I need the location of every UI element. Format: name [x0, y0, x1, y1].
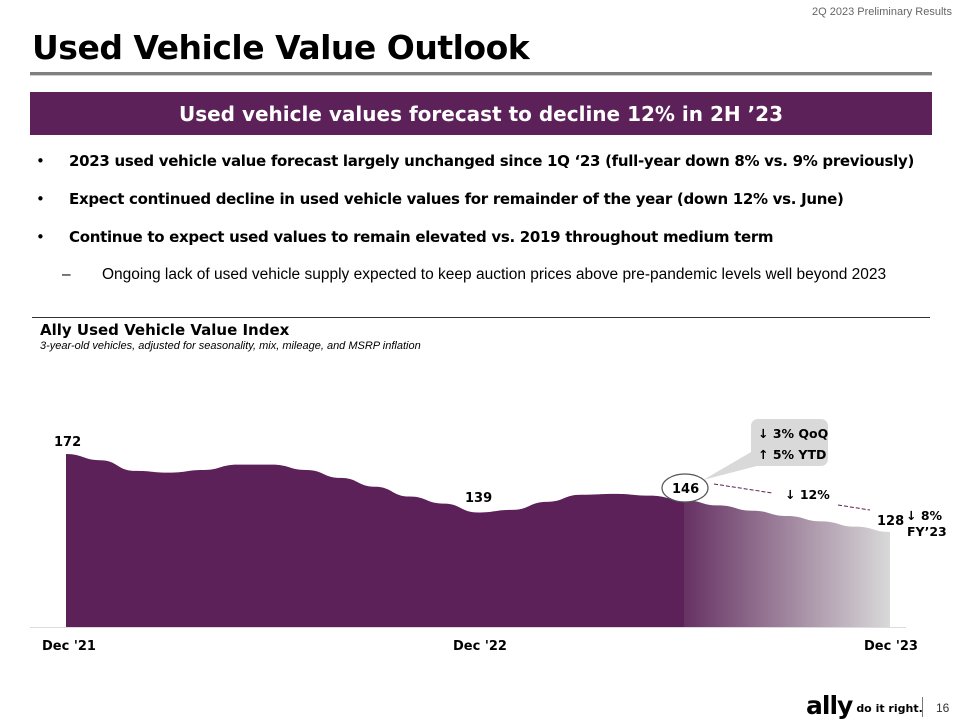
- sub-bullet-text: Ongoing lack of used vehicle supply expe…: [102, 266, 887, 283]
- page-title: Used Vehicle Value Outlook: [32, 28, 530, 67]
- chart-divider: [32, 317, 930, 318]
- x-tick-label: Dec '21: [42, 639, 96, 654]
- bullet-list: • 2023 used vehicle value forecast largel…: [36, 150, 936, 294]
- bullet-text: 2023 used vehicle value forecast largely…: [69, 152, 914, 170]
- headline-banner: Used vehicle values forecast to decline …: [30, 92, 932, 135]
- chart-subtitle: 3-year-old vehicles, adjusted for season…: [40, 340, 421, 352]
- bullet-item: • 2023 used vehicle value forecast largel…: [36, 150, 936, 188]
- forecast-series-area: [684, 500, 890, 627]
- actual-series-area: [66, 454, 684, 627]
- callout-ytd: ↑ 5% YTD: [758, 447, 826, 462]
- x-tick-label: Dec '22: [453, 639, 507, 654]
- title-divider: [30, 72, 932, 76]
- report-period-note: 2Q 2023 Preliminary Results: [811, 6, 952, 18]
- data-label-dec22: 139: [465, 491, 492, 506]
- chart-title: Ally Used Vehicle Value Index: [40, 321, 290, 339]
- logo-tagline: do it right.: [856, 702, 923, 715]
- forecast-trend-dash-2: [837, 504, 871, 511]
- data-label-dec23: 128: [877, 514, 904, 529]
- fy-change-label: ↓ 8%: [906, 508, 943, 523]
- bullet-text: Continue to expect used values to remain…: [69, 228, 774, 246]
- data-label-dec21: 172: [54, 435, 81, 450]
- bullet-text: Expect continued decline in used vehicle…: [69, 190, 844, 208]
- bullet-item: • Continue to expect used values to remai…: [36, 226, 936, 264]
- forecast-trend-dash-1: [713, 483, 773, 494]
- page-number: 16: [936, 701, 950, 715]
- fy-change-period: FY’23: [907, 524, 947, 539]
- highlight-circle: [661, 473, 709, 503]
- data-label-jun23: 146: [672, 482, 699, 497]
- ally-logo: ally do it right.: [806, 691, 923, 720]
- sub-bullet-marker: –: [62, 266, 71, 283]
- forecast-change-label: ↓ 12%: [785, 487, 830, 502]
- bullet-item: • Expect continued decline in used vehicl…: [36, 188, 936, 226]
- logo-wordmark: ally: [806, 691, 853, 720]
- footer-divider: [922, 697, 923, 717]
- sub-bullet-item: – Ongoing lack of used vehicle supply exp…: [36, 264, 936, 294]
- callout-qoq: ↓ 3% QoQ: [758, 426, 828, 441]
- bullet-marker: •: [36, 152, 45, 170]
- bullet-marker: •: [36, 190, 45, 208]
- callout-box: [751, 419, 828, 466]
- bullet-marker: •: [36, 228, 45, 246]
- banner-text: Used vehicle values forecast to decline …: [178, 101, 784, 126]
- x-tick-label: Dec '23: [864, 639, 918, 654]
